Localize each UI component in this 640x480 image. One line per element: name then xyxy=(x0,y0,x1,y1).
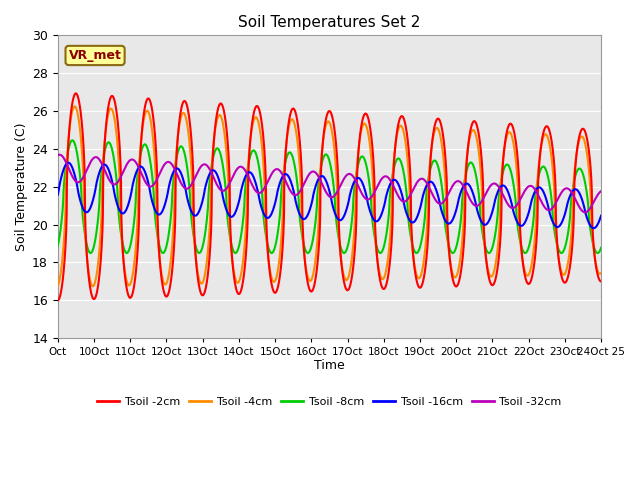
Y-axis label: Soil Temperature (C): Soil Temperature (C) xyxy=(15,122,28,251)
Legend: Tsoil -2cm, Tsoil -4cm, Tsoil -8cm, Tsoil -16cm, Tsoil -32cm: Tsoil -2cm, Tsoil -4cm, Tsoil -8cm, Tsoi… xyxy=(93,392,566,411)
Title: Soil Temperatures Set 2: Soil Temperatures Set 2 xyxy=(238,15,420,30)
X-axis label: Time: Time xyxy=(314,359,345,372)
Text: VR_met: VR_met xyxy=(68,49,122,62)
